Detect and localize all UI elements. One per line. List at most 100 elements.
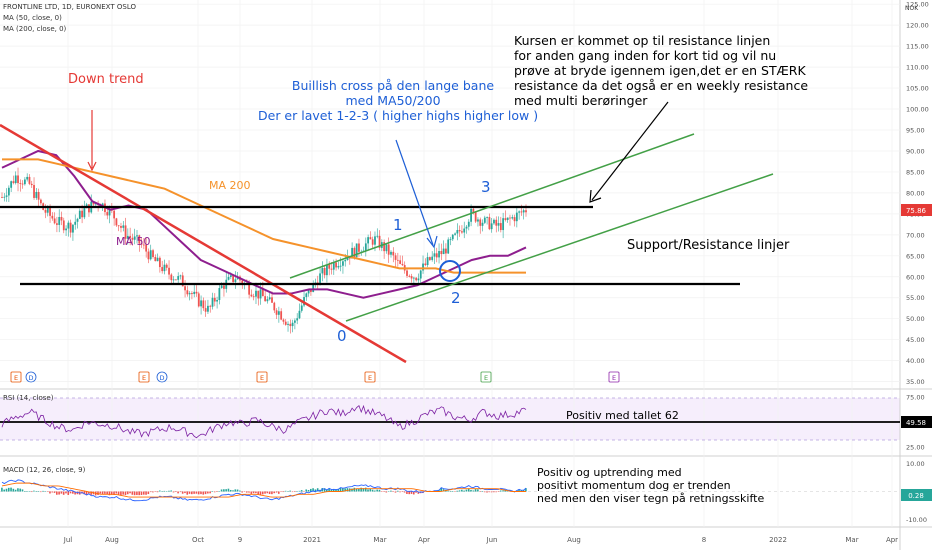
macd-note: Positiv og uptrending med positivt momen…	[537, 466, 764, 505]
macd-histogram-bar	[154, 491, 157, 492]
dividend-marker	[25, 371, 37, 383]
candle-body	[486, 217, 489, 218]
macd-histogram-bar	[284, 490, 287, 492]
macd-histogram-bar	[3, 489, 5, 492]
wave-label-3: 3	[481, 178, 491, 196]
macd-histogram-bar	[104, 491, 106, 494]
macd-histogram-bar	[172, 491, 175, 493]
currency-label: NOK	[905, 5, 919, 12]
price-axis[interactable]: 35.00 40.00 45.00 50.00 55.00 60.00 65.00 70.00…	[906, 1, 929, 524]
candle-body	[259, 289, 262, 299]
channel-upper-line	[289, 133, 695, 279]
macd-histogram-bar	[499, 490, 502, 492]
macd-histogram-bar	[351, 488, 353, 492]
time-axis[interactable]: Jul Aug Oct 9 2021 Mar Apr Jun Aug 8 2022 Mar Apr	[63, 536, 898, 544]
resistance-line-4: resistance da det også er en weekly resi…	[514, 78, 809, 93]
candle-body	[76, 218, 79, 222]
candle-body	[445, 248, 447, 254]
macd-histogram-bar	[223, 489, 225, 492]
macd-histogram-bar	[458, 490, 461, 492]
candle-body	[188, 293, 191, 295]
rsi-tick-label: 75.00	[906, 394, 925, 402]
macd-histogram-bar	[259, 491, 262, 496]
candle-body	[520, 211, 523, 213]
y-tick-label: 40.00	[906, 357, 925, 365]
macd-histogram-bar	[481, 491, 484, 492]
macd-histogram-bar	[266, 491, 269, 494]
candle-body	[385, 244, 388, 252]
macd-histogram-bar	[282, 491, 285, 493]
macd-histogram-bar	[76, 491, 79, 495]
macd-histogram-bar	[17, 488, 19, 492]
candle-body	[300, 305, 303, 311]
macd-histogram-bar	[403, 491, 406, 493]
candle-body	[33, 185, 35, 198]
y-tick-label: 55.00	[906, 294, 925, 302]
candle-body	[37, 191, 40, 200]
candle-body	[266, 299, 269, 302]
candle-body	[46, 207, 49, 213]
candle-body	[515, 212, 518, 222]
candle-body	[449, 239, 452, 241]
bullish-arrow-head	[426, 235, 438, 249]
candle-body	[67, 222, 70, 229]
macd-histogram-bar	[326, 489, 328, 492]
candle-body	[378, 235, 381, 248]
candle-body	[172, 279, 175, 281]
candle-body	[337, 266, 340, 268]
candle-body	[291, 322, 294, 327]
candle-body	[458, 230, 461, 232]
macd-histogram-bar	[477, 489, 479, 492]
candle-body	[195, 291, 198, 294]
macd-histogram-bar	[161, 491, 163, 492]
candle-body	[133, 236, 136, 240]
macd-histogram-bar	[239, 490, 241, 492]
candle-body	[26, 176, 29, 180]
x-tick-label: Jun	[486, 536, 498, 544]
candle-body	[488, 217, 491, 230]
event-marker-label: E	[612, 374, 616, 382]
down-trend-line	[0, 123, 407, 364]
macd-histogram-bar	[261, 491, 264, 495]
candle-body	[39, 199, 42, 204]
macd-histogram-bar	[60, 491, 63, 494]
candle-body	[284, 321, 287, 325]
candle-body	[438, 251, 440, 258]
macd-histogram-bar	[319, 489, 321, 492]
candle-body	[126, 235, 129, 239]
macd-histogram-bar	[332, 489, 335, 492]
macd-histogram-bar	[362, 488, 365, 492]
candle-body	[264, 296, 267, 302]
macd-histogram-bar	[255, 491, 257, 494]
resistance-note: Kursen er kommet op til resistance linje…	[514, 33, 808, 108]
macd-histogram-bar	[195, 491, 198, 494]
candle-body	[339, 265, 342, 267]
channel-lower-line	[345, 173, 774, 322]
macd-histogram-bar	[383, 491, 385, 492]
candle-body	[426, 257, 429, 266]
macd-histogram-bar	[293, 491, 296, 492]
macd-histogram-bar	[136, 491, 138, 496]
macd-histogram-bar	[218, 491, 221, 492]
candle-body	[220, 285, 223, 289]
candle-body	[465, 226, 468, 229]
candle-body	[502, 218, 505, 231]
candle-body	[140, 243, 143, 245]
candle-body	[406, 270, 408, 276]
macd-histogram-bar	[298, 490, 301, 492]
candle-body	[168, 267, 170, 275]
candle-body	[30, 183, 33, 186]
macd-histogram-bar	[51, 491, 54, 493]
macd-histogram-bar	[470, 489, 472, 492]
macd-histogram-bar	[277, 491, 280, 494]
resistance-line-3: prøve at bryde igennem igen,det er en ST…	[514, 63, 806, 78]
y-tick-label: 80.00	[906, 189, 925, 197]
candle-body	[23, 179, 26, 185]
candle-body	[250, 294, 253, 297]
macd-histogram-bar	[39, 491, 42, 493]
macd-histogram-bar	[271, 491, 273, 495]
macd-histogram-bar	[142, 491, 145, 495]
candle-body	[229, 275, 232, 277]
